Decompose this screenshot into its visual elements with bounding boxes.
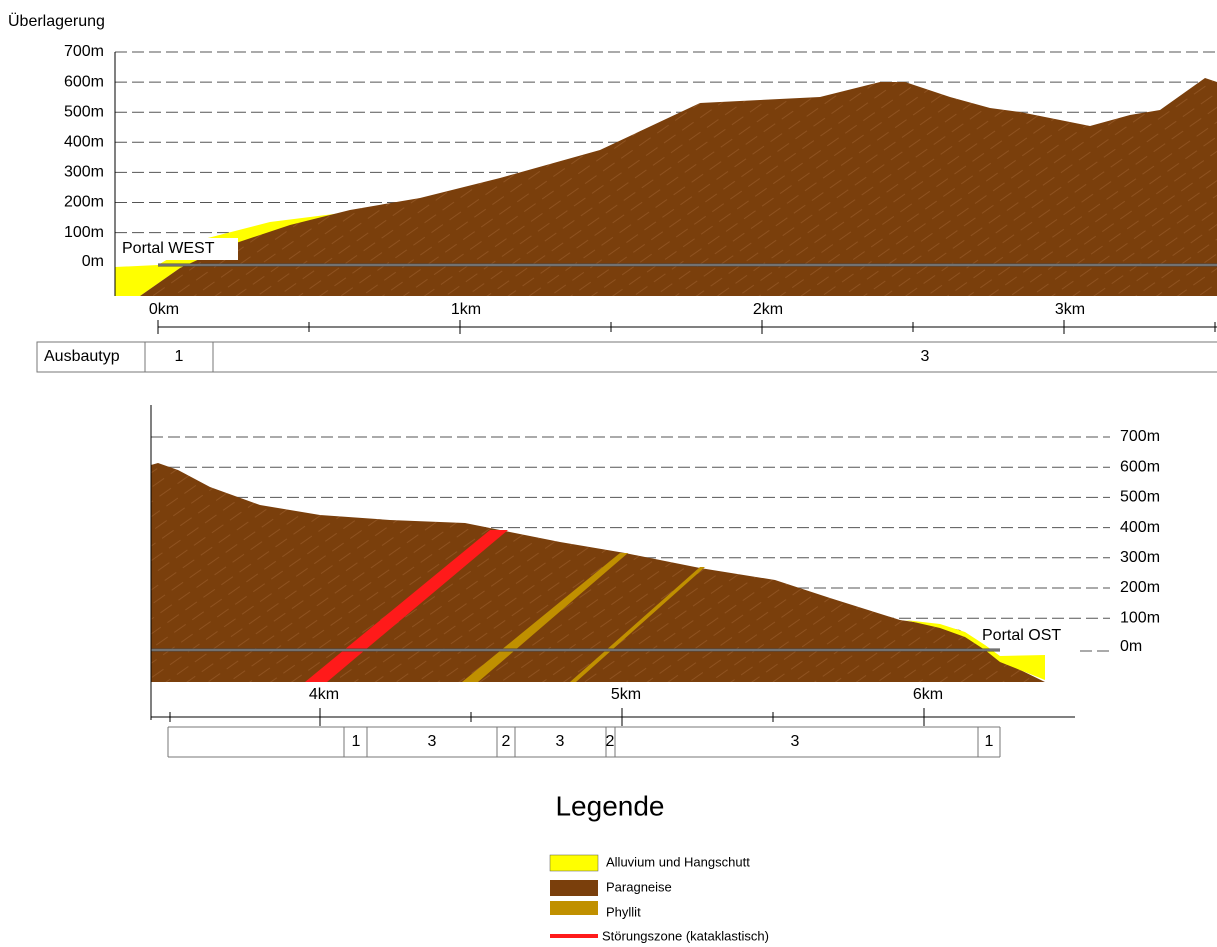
y-label: 100m — [1120, 609, 1160, 626]
cross-section: Überlagerung 700m 600m 500m 400m 300m 200m 100… — [0, 0, 1217, 947]
y-label: 700m — [64, 43, 104, 60]
x-label: 5km — [611, 686, 641, 703]
y-label: 100m — [64, 224, 104, 241]
y-label: 400m — [1120, 519, 1160, 536]
legend-item: Paragneise — [606, 879, 672, 894]
y-label: 300m — [1120, 549, 1160, 566]
y-label: 500m — [1120, 489, 1160, 506]
axis-title: Überlagerung — [8, 12, 105, 30]
x-label: 6km — [913, 686, 943, 703]
legend-item: Alluvium und Hangschutt — [606, 854, 750, 869]
y-label: 0m — [1120, 638, 1142, 655]
legend-item: Phyllit — [606, 904, 641, 919]
x-label: 4km — [309, 686, 339, 703]
ausbautyp-segment: 2 — [502, 733, 511, 750]
ausbautyp-segment: 1 — [352, 733, 361, 750]
y-label: 600m — [1120, 458, 1160, 475]
legend-swatch — [550, 901, 598, 915]
x-label: 1km — [451, 301, 481, 318]
y-label: 400m — [64, 134, 104, 151]
y-label: 0m — [82, 253, 104, 270]
legend-title: Legende — [555, 790, 664, 821]
y-label: 300m — [64, 164, 104, 181]
portal-label: Portal OST — [982, 627, 1061, 644]
y-label: 500m — [64, 103, 104, 120]
ausbautyp-label: Ausbautyp — [44, 348, 120, 365]
x-label: 3km — [1055, 301, 1085, 318]
paragneise — [140, 78, 1217, 296]
ausbautyp-segment: 3 — [921, 348, 930, 365]
ausbautyp-cell — [213, 342, 1217, 372]
y-label: 200m — [64, 194, 104, 211]
portal-label: Portal WEST — [122, 240, 215, 257]
ausbautyp-segment: 3 — [791, 733, 800, 750]
ausbautyp-segment: 1 — [175, 348, 184, 365]
y-label: 700m — [1120, 428, 1160, 445]
ausbautyp-segment: 1 — [985, 733, 994, 750]
ausbautyp-segment: 3 — [428, 733, 437, 750]
legend-swatch — [550, 855, 598, 871]
x-label: 2km — [753, 301, 783, 318]
x-label: 0km — [149, 301, 179, 318]
ausbautyp-segment: 2 — [606, 733, 615, 750]
legend-swatch — [550, 880, 598, 896]
ausbautyp-segment: 3 — [556, 733, 565, 750]
y-label: 200m — [1120, 579, 1160, 596]
y-label: 600m — [64, 73, 104, 90]
legend-item: Störungszone (kataklastisch) — [602, 928, 769, 943]
